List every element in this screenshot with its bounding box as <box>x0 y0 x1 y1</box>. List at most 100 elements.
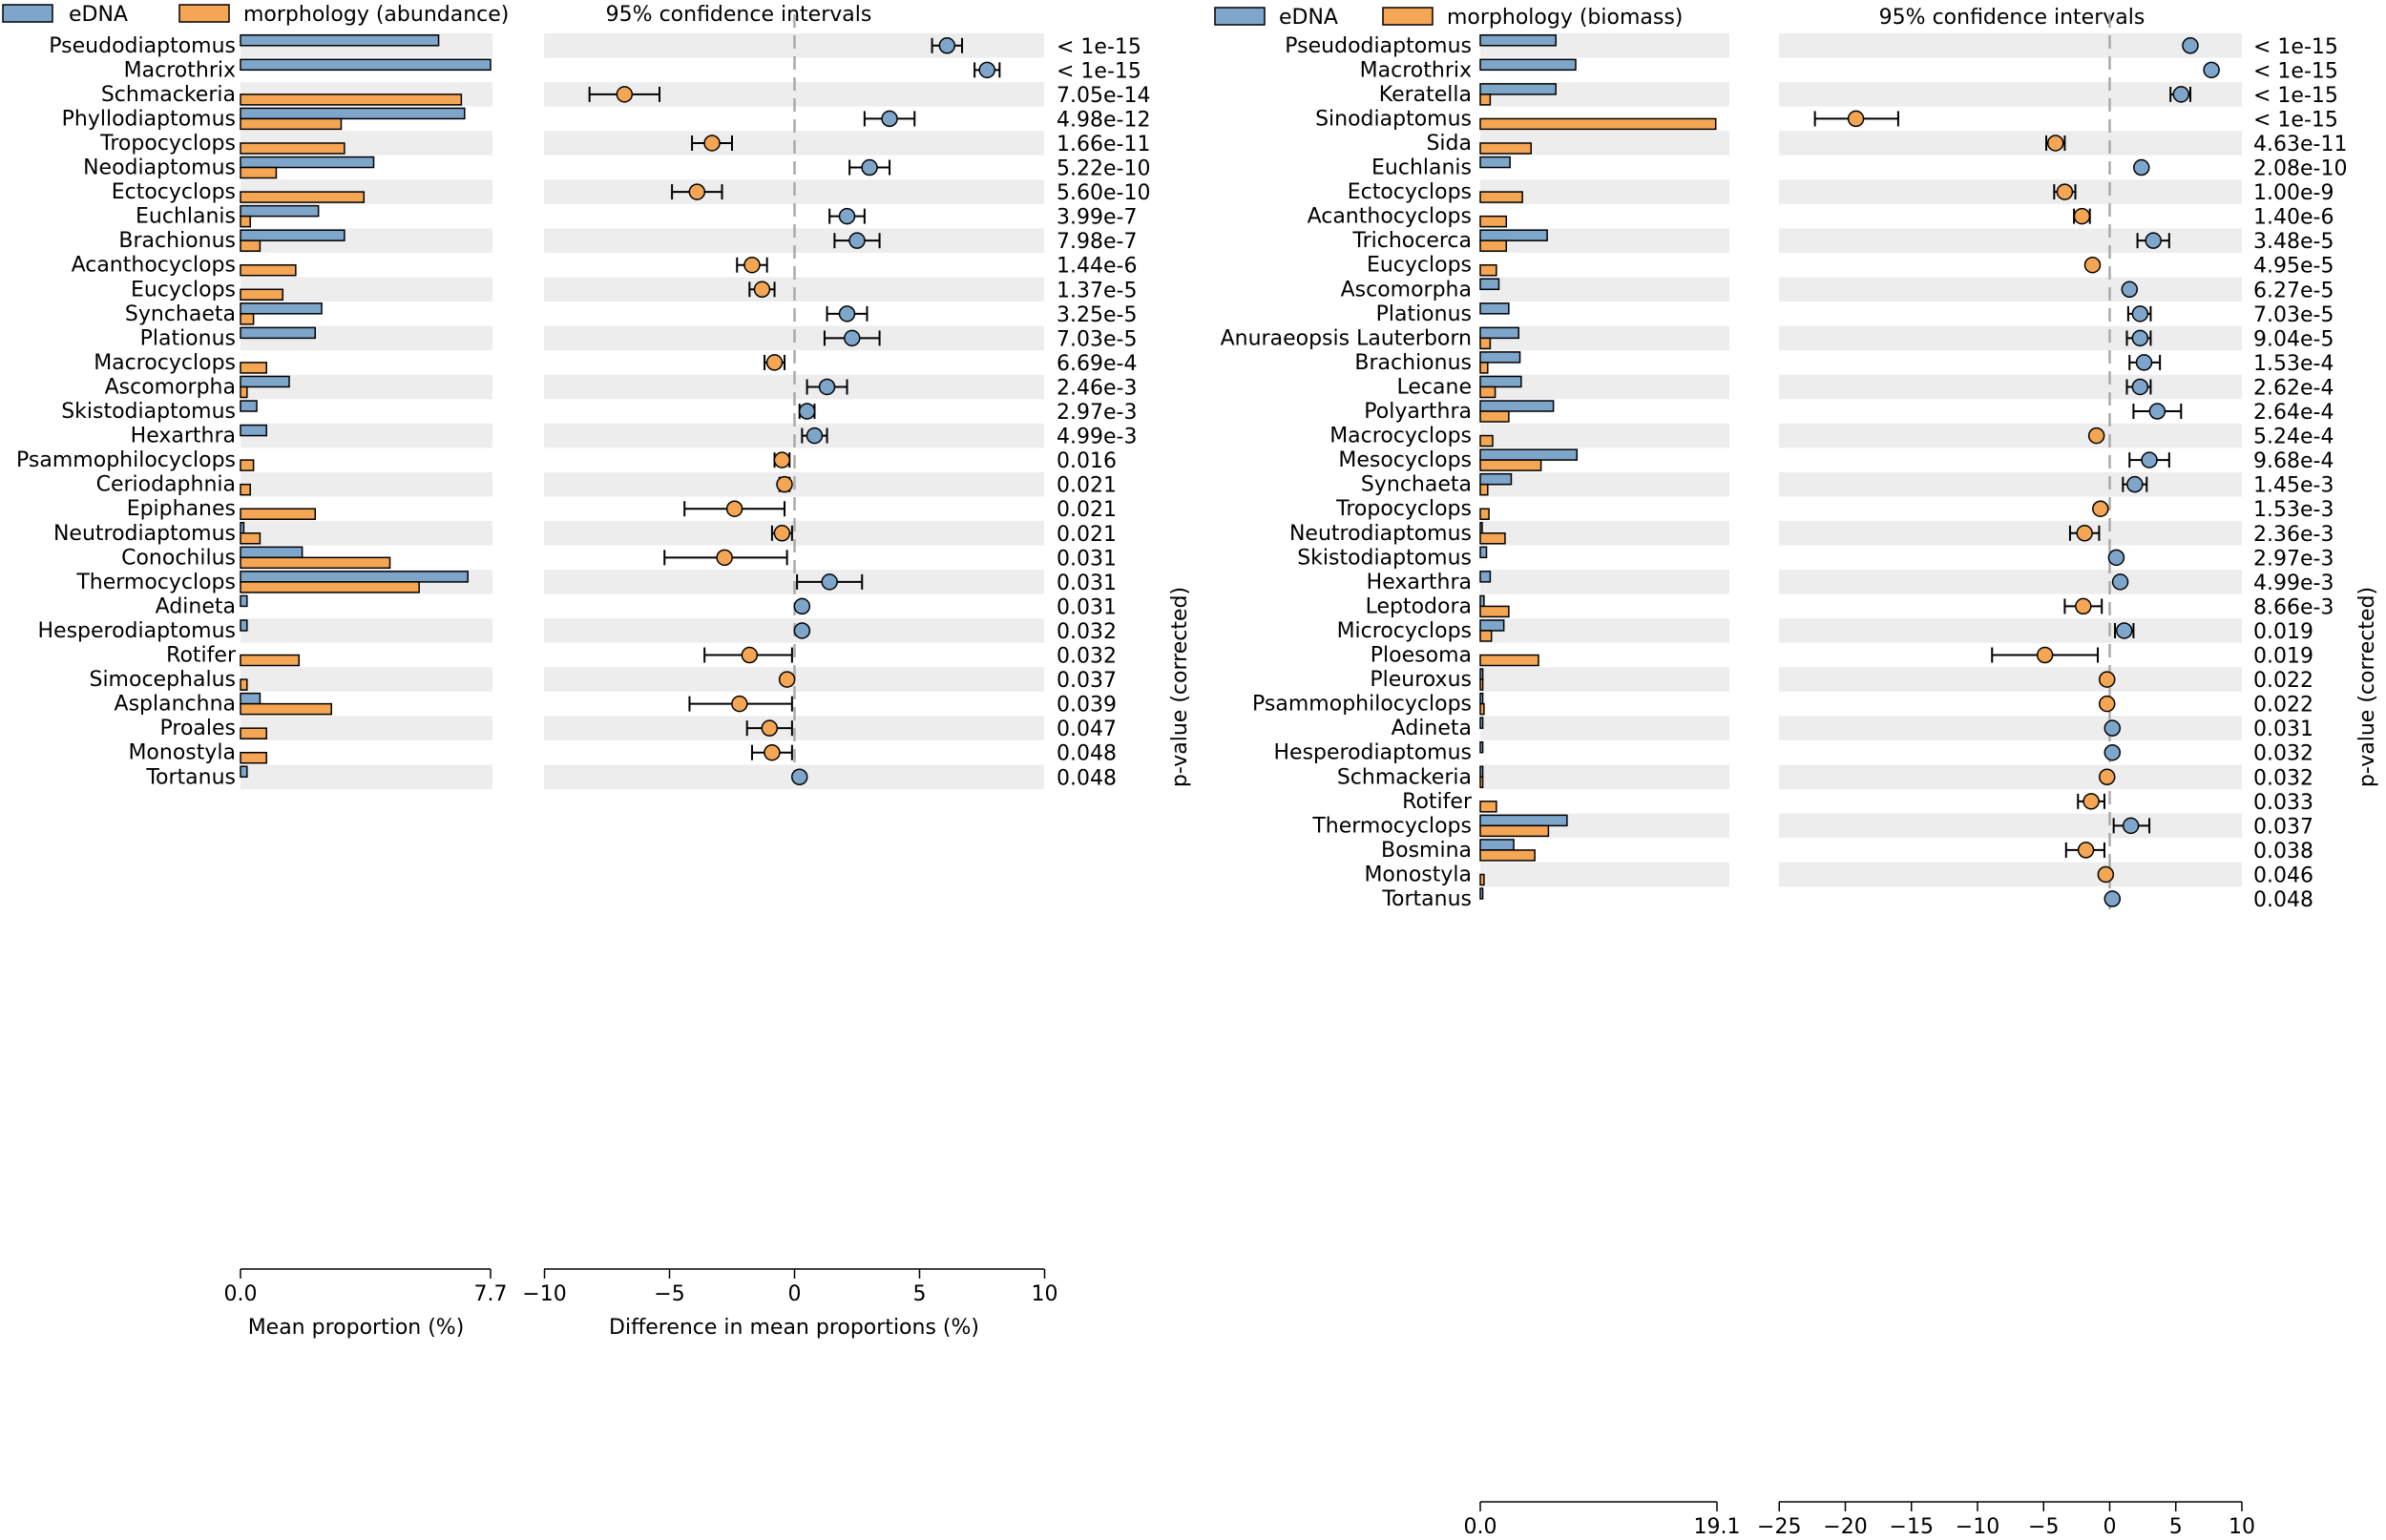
p-value-label: 0.019 <box>2253 620 2313 644</box>
bar-edna <box>1479 668 1484 680</box>
p-value-label: 0.039 <box>1057 694 1117 718</box>
diff-point-morphology <box>2073 207 2091 225</box>
legend-swatch-edna <box>2 4 53 23</box>
bar-edna <box>1479 83 1557 95</box>
diff-point-morphology <box>753 281 771 299</box>
category-label: Monostyla <box>128 741 236 765</box>
category-label: Lecane <box>1397 375 1472 399</box>
p-value-label: 0.033 <box>2253 791 2313 815</box>
category-label: Ectocyclops <box>112 180 236 204</box>
row-band <box>1779 82 2242 107</box>
bar-morphology <box>240 581 420 593</box>
diff-point-morphology <box>731 695 748 713</box>
bar-edna <box>1479 448 1579 461</box>
bar-edna <box>1479 472 1513 486</box>
category-label: Anuraeopsis Lauterborn <box>1221 326 1472 350</box>
diff-point-morphology <box>2097 865 2115 884</box>
p-value-label: 5.22e-10 <box>1057 157 1150 181</box>
diff-point-edna <box>2121 281 2139 299</box>
bar-morphology <box>240 459 255 471</box>
diff-point-edna <box>2103 743 2122 761</box>
bar-morphology <box>240 313 255 325</box>
x-tick-label-proportion: 0.0 <box>224 1282 258 1306</box>
diff-point-morphology <box>773 451 791 468</box>
bar-morphology <box>1479 117 1717 131</box>
category-label: Bosmina <box>1381 839 1472 863</box>
category-label: Skistodiaptomus <box>1297 546 1472 570</box>
category-label: Proales <box>160 717 237 740</box>
x-tick-label-difference: 10 <box>1032 1282 1058 1306</box>
p-value-label: < 1e-15 <box>2253 84 2338 108</box>
diff-point-edna <box>2122 817 2140 835</box>
legend-swatch-morphology <box>1382 7 1434 26</box>
p-value-label: 0.022 <box>2253 694 2313 718</box>
bar-edna <box>1479 351 1521 364</box>
category-label: Thermocyclops <box>1311 814 1472 838</box>
bar-edna <box>240 522 245 534</box>
row-band <box>1779 423 2242 448</box>
p-value-label: 9.68e-4 <box>2253 449 2334 473</box>
diff-point-morphology <box>2092 500 2109 517</box>
p-value-label: < 1e-15 <box>2253 59 2338 83</box>
bar-edna <box>1479 594 1485 608</box>
bar-morphology <box>1479 385 1496 399</box>
bar-edna <box>240 34 440 47</box>
bar-edna <box>1479 156 1511 169</box>
diff-point-morphology <box>2087 427 2105 445</box>
category-label: Phyllodiaptomus <box>62 107 236 131</box>
category-label: Euchlanis <box>1371 156 1472 180</box>
row-band <box>241 667 492 692</box>
category-label: Rotifer <box>1402 790 1473 814</box>
bar-morphology <box>240 508 317 520</box>
p-value-label: 3.99e-7 <box>1057 206 1137 230</box>
bar-morphology <box>1479 654 1539 667</box>
diff-point-morphology <box>778 671 796 688</box>
p-value-label: 1.00e-9 <box>2253 181 2334 205</box>
row-band <box>1779 667 2242 692</box>
bar-morphology <box>240 362 267 374</box>
bar-edna <box>1479 571 1492 583</box>
legend: eDNA morphology (abundance) <box>2 3 509 27</box>
x-tick-label-difference: −25 <box>1757 1515 1801 1539</box>
row-band <box>1480 325 1729 351</box>
diff-point-edna <box>790 768 808 786</box>
x-axis-title-difference: Difference in mean proportions (%) <box>609 1316 979 1340</box>
x-tick-label-difference: −20 <box>1823 1515 1867 1539</box>
p-value-label: 0.022 <box>2253 669 2313 693</box>
diff-point-morphology <box>703 135 721 152</box>
x-tick-label-difference: 5 <box>913 1282 927 1306</box>
p-value-label: 2.97e-3 <box>2253 547 2334 571</box>
category-label: Adineta <box>1392 717 1472 740</box>
p-value-label: 0.038 <box>2253 840 2313 864</box>
row-band <box>1779 325 2242 351</box>
x-tick-label-difference: 0 <box>788 1282 802 1306</box>
x-tick-label-difference: 10 <box>2229 1515 2255 1539</box>
category-label: Pseudodiaptomus <box>1285 34 1472 58</box>
bar-morphology <box>240 117 343 131</box>
category-label: Macrothrix <box>1360 58 1472 82</box>
p-value-label: < 1e-15 <box>1057 59 1141 83</box>
bar-edna <box>240 424 267 437</box>
diff-point-edna <box>798 403 816 420</box>
p-value-label: 1.66e-11 <box>1057 133 1150 156</box>
diff-point-morphology <box>761 719 779 737</box>
p-value-label: 2.64e-4 <box>2253 401 2334 425</box>
diff-point-edna <box>818 378 836 396</box>
category-label: Tropocyclops <box>99 132 236 156</box>
diff-point-morphology <box>2083 256 2102 274</box>
category-label: Neutrodiaptomus <box>1289 522 1472 546</box>
bar-edna <box>240 692 262 705</box>
bar-morphology <box>1479 776 1484 789</box>
legend-label-morphology: morphology (biomass) <box>1447 6 1683 30</box>
p-value-label: 0.031 <box>1057 572 1117 595</box>
diff-point-morphology <box>2083 793 2100 810</box>
row-band <box>1480 471 1729 497</box>
row-band <box>241 618 492 643</box>
p-value-label: 1.40e-6 <box>2253 206 2334 230</box>
category-label: Leptodora <box>1366 594 1472 618</box>
category-label: Macrocyclops <box>1329 425 1472 448</box>
diff-point-edna <box>2115 622 2133 639</box>
diff-point-morphology <box>725 500 743 517</box>
diff-point-edna <box>2131 305 2149 323</box>
